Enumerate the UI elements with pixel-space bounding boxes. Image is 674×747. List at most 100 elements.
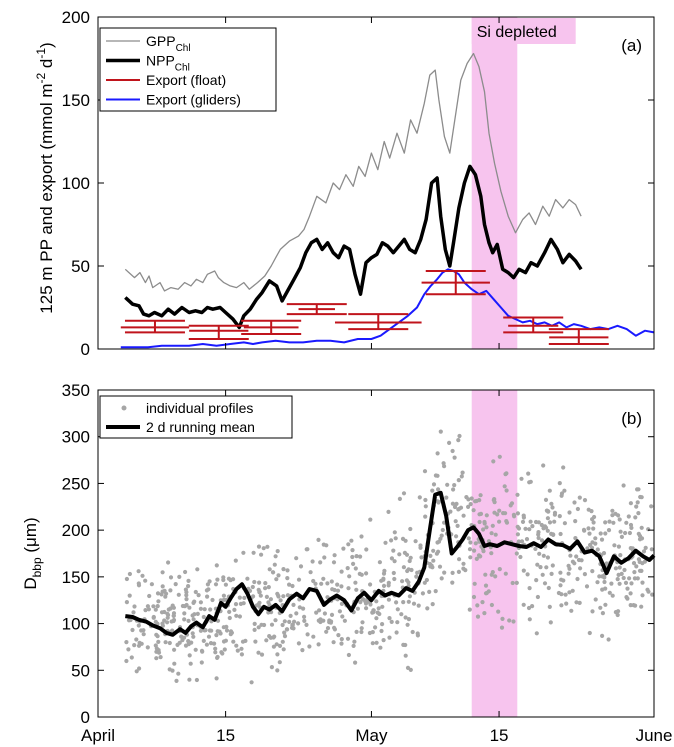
profile-point (296, 577, 302, 582)
profile-point (280, 639, 285, 644)
profile-point (160, 570, 165, 575)
profile-point (507, 618, 512, 623)
panel-b-ticks: 0 50 100 150 200 250 300 350 April 15 May 15 June (62, 381, 673, 745)
profile-point (342, 618, 347, 623)
profile-point (335, 588, 341, 593)
x-tick-label: June (636, 726, 673, 745)
profile-point (198, 600, 203, 605)
profile-point (171, 617, 177, 623)
profile-point (131, 610, 136, 615)
profile-point (353, 660, 358, 665)
profile-point (272, 634, 277, 639)
profile-point (504, 488, 509, 493)
profile-point (607, 519, 612, 524)
legend-a-label-main: Export (gliders) (146, 92, 241, 108)
profile-point (615, 612, 620, 618)
profile-point (392, 576, 397, 582)
profile-point (386, 509, 391, 514)
profile-point (187, 653, 192, 658)
profile-point (196, 593, 201, 598)
profile-point (634, 564, 639, 569)
profile-point (171, 611, 177, 616)
legend-a-label: GPPChl (146, 33, 191, 54)
profile-point (575, 576, 580, 582)
profile-point (143, 608, 148, 613)
series-gpp-chl (124, 52, 582, 292)
profile-point (562, 521, 568, 526)
profile-point (276, 593, 281, 598)
profile-point (450, 501, 455, 506)
profile-point (611, 520, 616, 525)
profile-point (124, 600, 129, 605)
profile-point (431, 548, 436, 553)
y-tick-label: 250 (62, 474, 90, 493)
profile-point (394, 600, 399, 605)
profile-point (321, 576, 326, 581)
profile-point (277, 660, 282, 665)
profile-point (508, 503, 513, 508)
profile-point (310, 559, 315, 564)
profile-point (160, 623, 165, 628)
profile-point (603, 586, 608, 591)
profile-point (493, 532, 498, 537)
profile-point (278, 598, 283, 603)
profile-point (484, 513, 489, 518)
profile-point (415, 570, 420, 575)
profile-point (418, 545, 423, 550)
profile-point (539, 522, 544, 528)
profile-point (411, 601, 417, 606)
profile-point (316, 537, 321, 543)
profile-point (504, 520, 510, 525)
profile-point (436, 487, 441, 492)
profile-point (408, 526, 413, 532)
profile-point (221, 575, 226, 580)
profile-point (229, 630, 234, 635)
profile-point (618, 529, 623, 534)
profile-point (325, 626, 331, 631)
profile-point (367, 630, 372, 636)
profile-point (564, 601, 569, 606)
profile-point (557, 481, 562, 486)
profile-point (545, 528, 550, 533)
profile-point (460, 470, 465, 475)
profile-point (141, 632, 146, 637)
profile-point (381, 583, 387, 589)
profile-point (534, 631, 539, 636)
profile-point (519, 539, 525, 544)
profile-point (478, 511, 484, 516)
profile-point (386, 597, 391, 602)
legend-a-label-main: Export (float) (146, 72, 226, 88)
profile-point (147, 593, 152, 599)
profile-point (188, 661, 193, 666)
profile-point (191, 617, 196, 622)
profile-point (610, 508, 615, 513)
profile-point (346, 542, 351, 547)
profile-point (516, 539, 521, 544)
panel-a-ticks: 0 50 100 150 200 (62, 8, 655, 359)
profile-point (640, 561, 645, 566)
profile-point (568, 553, 573, 558)
profile-point (213, 582, 219, 587)
profile-point (252, 621, 257, 627)
profile-point (132, 604, 137, 609)
profile-point (566, 563, 571, 569)
profile-point (252, 627, 257, 633)
profile-point (165, 611, 170, 616)
profile-point (547, 520, 553, 525)
profile-point (635, 500, 640, 505)
profile-point (284, 627, 289, 632)
profile-point (435, 499, 440, 504)
profile-point (482, 611, 487, 616)
profile-point (368, 517, 373, 522)
profile-point (599, 537, 605, 542)
profile-point (457, 433, 462, 439)
profile-point (521, 602, 526, 607)
profile-point (639, 604, 644, 609)
profile-point (527, 527, 532, 532)
profile-point (160, 589, 165, 594)
profile-point (486, 589, 491, 594)
legend-a-entry: Export (gliders) (106, 92, 241, 108)
profile-point (383, 540, 388, 545)
profile-point (136, 623, 141, 628)
